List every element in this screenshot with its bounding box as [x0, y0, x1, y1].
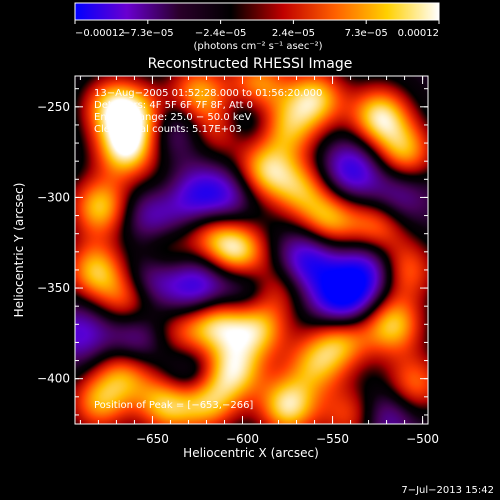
- annotation-counts: Clean Total counts: 5.17E+03: [94, 124, 242, 135]
- x-tick-label: −550: [316, 432, 349, 446]
- colorbar-tick-label: 2.4e−05: [272, 28, 315, 39]
- y-axis-tick-labels: −250 −300 −350 −400: [37, 100, 70, 386]
- y-tick-label: −300: [37, 190, 70, 204]
- heatmap-image: [75, 76, 428, 424]
- colorbar-tick-label: 7.3e−05: [345, 28, 388, 39]
- x-axis-tick-labels: −650 −600 −550 −500: [136, 432, 439, 446]
- x-tick-label: −500: [406, 432, 439, 446]
- x-tick-label: −600: [226, 432, 259, 446]
- colorbar-tick-labels: −0.00012−7.3e−05 −2.4e−05 2.4e−05 7.3e−05 0.…: [75, 28, 439, 39]
- y-tick-label: −350: [37, 281, 70, 295]
- y-axis-label: Heliocentric Y (arcsec): [12, 183, 26, 318]
- y-tick-label: −400: [37, 372, 70, 386]
- y-axis-ticks: [75, 88, 428, 416]
- annotation-energy: Energy Range: 25.0 − 50.0 keV: [94, 112, 251, 123]
- x-axis-ticks: [79, 76, 424, 424]
- annotation-peak-position: Position of Peak = [−653,−266]: [94, 400, 253, 411]
- annotation-detectors: Detectors: 4F 5F 6F 7F 8F, Att 0: [94, 100, 253, 111]
- plot-frame: [74, 75, 429, 425]
- colorbar-ticks: [74, 20, 440, 24]
- chart-title: Reconstructed RHESSI Image: [148, 56, 353, 72]
- x-axis-label: Heliocentric X (arcsec): [183, 446, 319, 460]
- colorbar-tick-label: −2.4e−05: [195, 28, 247, 39]
- colorbar-tick-label: −0.00012: [75, 28, 125, 39]
- y-tick-label: −250: [37, 100, 70, 114]
- colorbar-tick-label: −7.3e−05: [122, 28, 174, 39]
- colorbar-unit-label: (photons cm⁻² s⁻¹ asec⁻²): [193, 41, 322, 52]
- colorbar-tick-label: 0.00012: [398, 28, 439, 39]
- colorbar: [74, 2, 440, 21]
- footer-date: 7−Jul−2013 15:42: [401, 485, 494, 496]
- x-tick-label: −650: [136, 432, 169, 446]
- annotation-time-range: 13−Aug−2005 01:52:28.000 to 01:56:20.000: [94, 88, 322, 99]
